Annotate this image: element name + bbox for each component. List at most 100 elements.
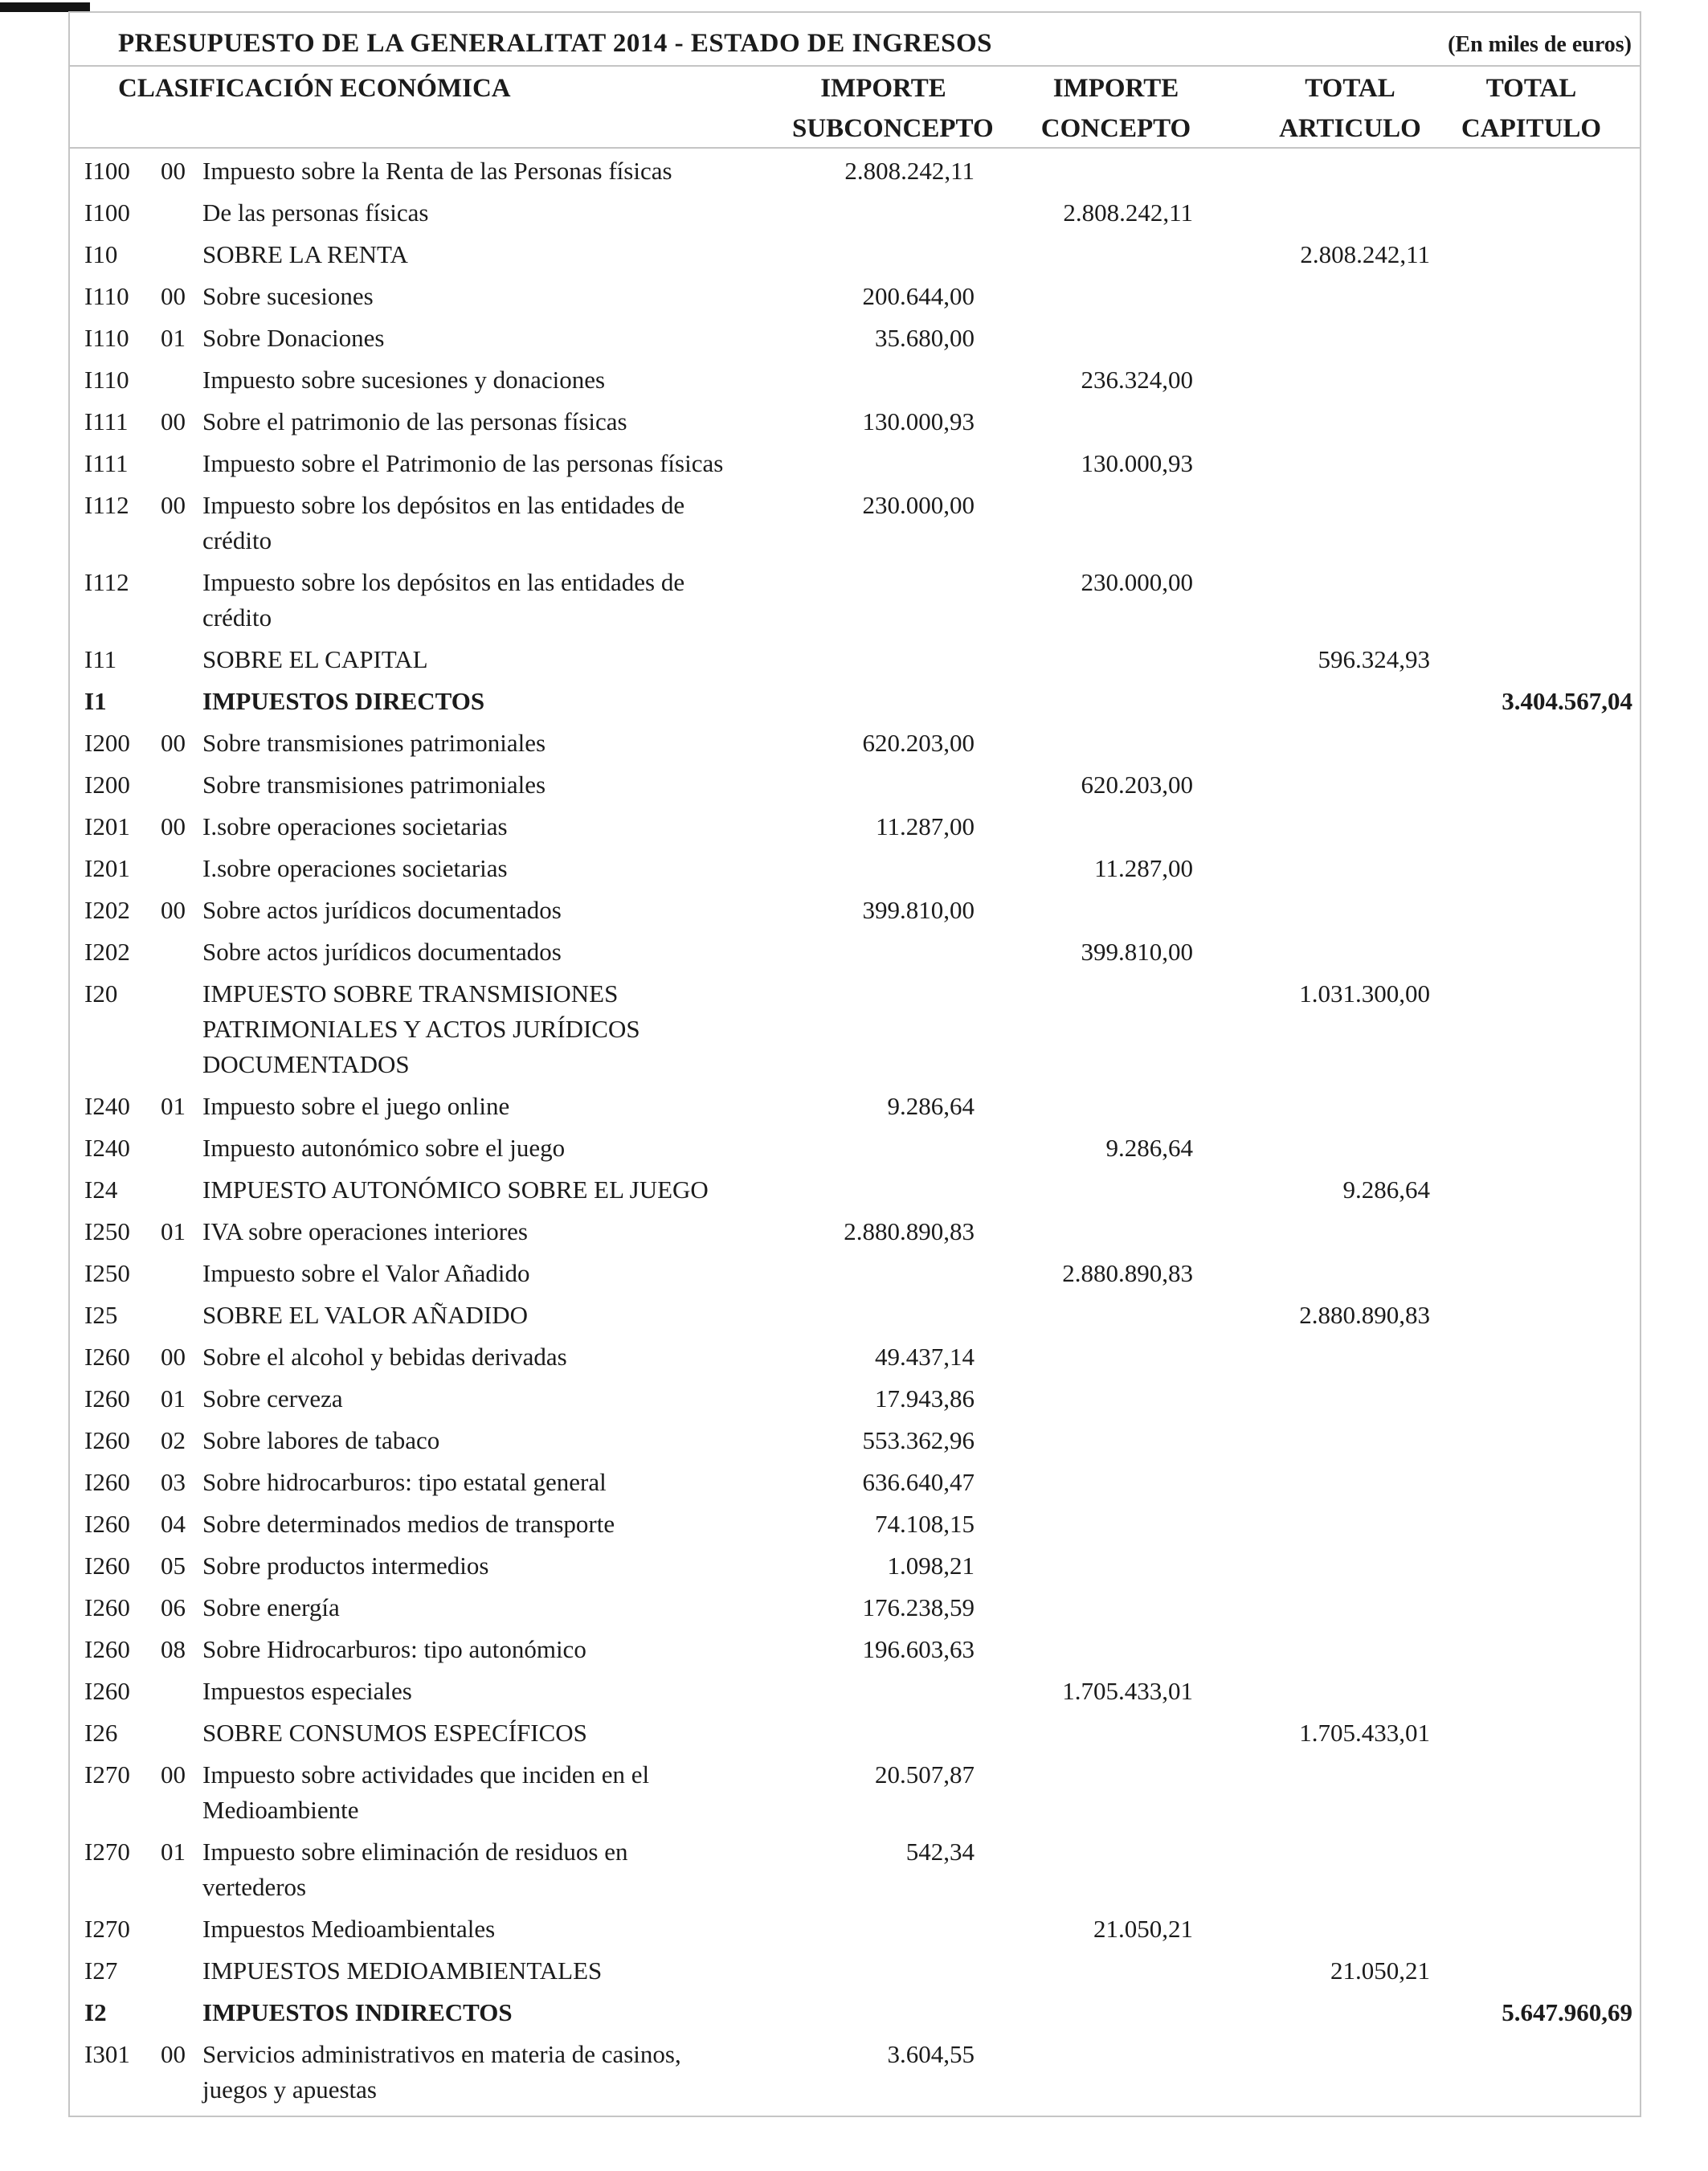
value-articulo: 1.705.433,01 [1299,1719,1430,1747]
table-row: I111 Impuesto sobre el Patrimonio de las … [70,443,1640,484]
value-subconcepto: 74.108,15 [875,1510,975,1538]
row-label: De las personas físicas [202,198,429,227]
value-articulo: 596.324,93 [1318,645,1431,673]
value-concepto: 2.808.242,11 [1063,198,1193,227]
table-row: I260 00 Sobre el alcohol y bebidas derivad… [70,1336,1640,1378]
column-header-line: IMPORTE [820,74,946,103]
row-subcode: 06 [161,1593,186,1621]
table-row: I200 00 Sobre transmisiones patrimoniales 6… [70,722,1640,764]
row-code: I111 [84,449,129,477]
column-header-line: ARTICULO [1279,114,1421,143]
row-label: Sobre Donaciones [202,324,385,352]
row-subcode: 01 [161,324,186,352]
row-label: Sobre transmisiones patrimoniales [202,729,546,757]
value-subconcepto: 35.680,00 [875,324,975,352]
row-code: I11 [84,645,117,673]
column-header-line: CONCEPTO [1040,114,1191,143]
row-label: IVA sobre operaciones interiores [202,1217,528,1245]
value-concepto: 11.287,00 [1094,854,1193,882]
row-subcode: 00 [161,407,186,435]
table-row: I260 08 Sobre Hidrocarburos: tipo autonómi… [70,1629,1640,1670]
row-label: Sobre actos jurídicos documentados [202,938,562,966]
table-row: I111 00 Sobre el patrimonio de las persona… [70,401,1640,443]
row-subcode: 00 [161,812,186,840]
row-label: Sobre productos intermedios [202,1552,489,1580]
value-subconcepto: 2.880.890,83 [844,1217,975,1245]
value-subconcepto: 196.603,63 [862,1635,975,1663]
row-code: I260 [84,1593,130,1621]
row-label: Impuesto sobre los depósitos en las enti… [202,491,685,554]
value-articulo: 2.808.242,11 [1300,240,1430,268]
value-capitulo: 3.404.567,04 [1502,687,1632,715]
row-code: I201 [84,812,130,840]
row-label: Impuestos Medioambientales [202,1915,496,1943]
row-code: I200 [84,729,130,757]
table-row: I1 IMPUESTOS DIRECTOS 3.404.567,04 [70,681,1640,722]
row-code: I250 [84,1217,130,1245]
table-row: I240 01 Impuesto sobre el juego online 9.28… [70,1086,1640,1127]
value-subconcepto: 620.203,00 [862,729,975,757]
row-code: I240 [84,1092,130,1120]
table-row: I26 SOBRE CONSUMOS ESPECÍFICOS 1.705.433,0… [70,1712,1640,1754]
row-label: SOBRE EL CAPITAL [202,645,428,673]
value-subconcepto: 17.943,86 [875,1384,975,1413]
table-row: I202 Sobre actos jurídicos documentados 39… [70,931,1640,973]
row-code: I112 [84,491,129,519]
table-row: I24 IMPUESTO AUTONÓMICO SOBRE EL JUEGO 9.2… [70,1169,1640,1211]
row-label: Impuesto sobre los depósitos en las enti… [202,568,685,632]
title-row: PRESUPUESTO DE LA GENERALITAT 2014 - EST… [70,13,1640,65]
unit-note: (En miles de euros) [1448,32,1632,57]
row-label: Sobre Hidrocarburos: tipo autonómico [202,1635,586,1663]
value-subconcepto: 399.810,00 [862,896,975,924]
scan-artifact-mark [0,2,90,12]
table-header-row: CLASIFICACIÓN ECONÓMICA IMPORTE SUBCONCE… [70,65,1640,149]
table-row: I260 04 Sobre determinados medios de trans… [70,1503,1640,1545]
value-subconcepto: 20.507,87 [875,1760,975,1789]
value-capitulo: 5.647.960,69 [1502,1998,1632,2026]
row-code: I240 [84,1134,130,1162]
value-subconcepto: 200.644,00 [862,282,975,310]
table-row: I201 I.sobre operaciones societarias 11.28… [70,848,1640,889]
budget-table: PRESUPUESTO DE LA GENERALITAT 2014 - EST… [68,11,1641,2117]
row-code: I20 [84,979,118,1008]
value-subconcepto: 636.640,47 [862,1468,975,1496]
row-label: Impuesto autonómico sobre el juego [202,1134,566,1162]
row-label: Sobre el patrimonio de las personas físi… [202,407,627,435]
column-header-line: TOTAL [1485,74,1577,103]
row-code: I27 [84,1956,118,1985]
value-subconcepto: 176.238,59 [862,1593,975,1621]
row-label: Impuesto sobre el juego online [202,1092,510,1120]
value-concepto: 620.203,00 [1081,771,1194,799]
column-header-line: TOTAL [1305,74,1395,103]
column-header-line: CAPITULO [1461,114,1602,143]
row-label: IMPUESTOS DIRECTOS [202,687,485,715]
value-concepto: 21.050,21 [1093,1915,1193,1943]
row-label: Sobre cerveza [202,1384,343,1413]
row-code: I10 [84,240,118,268]
row-subcode: 01 [161,1092,186,1120]
value-subconcepto: 9.286,64 [887,1092,975,1120]
table-row: I260 06 Sobre energía 176.238,59 [70,1587,1640,1629]
row-label: Sobre determinados medios de transporte [202,1510,615,1538]
row-label: Impuesto sobre la Renta de las Personas … [202,157,672,185]
row-code: I260 [84,1426,130,1454]
row-subcode: 00 [161,157,186,185]
row-subcode: 02 [161,1426,186,1454]
row-code: I260 [84,1677,130,1705]
row-code: I2 [84,1998,107,2026]
row-subcode: 08 [161,1635,186,1663]
row-code: I26 [84,1719,118,1747]
value-concepto: 130.000,93 [1081,449,1194,477]
row-code: I260 [84,1635,130,1663]
table-row: I270 Impuestos Medioambientales 21.050,21 [70,1908,1640,1950]
row-code: I100 [84,198,130,227]
row-subcode: 01 [161,1217,186,1245]
column-header-importe-concepto: IMPORTE CONCEPTO [975,68,1193,149]
table-row: I10 SOBRE LA RENTA 2.808.242,11 [70,234,1640,276]
column-header-line: SUBCONCEPTO [792,114,994,143]
row-label: Sobre sucesiones [202,282,374,310]
page-title: PRESUPUESTO DE LA GENERALITAT 2014 - EST… [118,29,993,58]
row-subcode: 00 [161,1343,186,1371]
row-label: Impuesto sobre el Valor Añadido [202,1259,530,1287]
